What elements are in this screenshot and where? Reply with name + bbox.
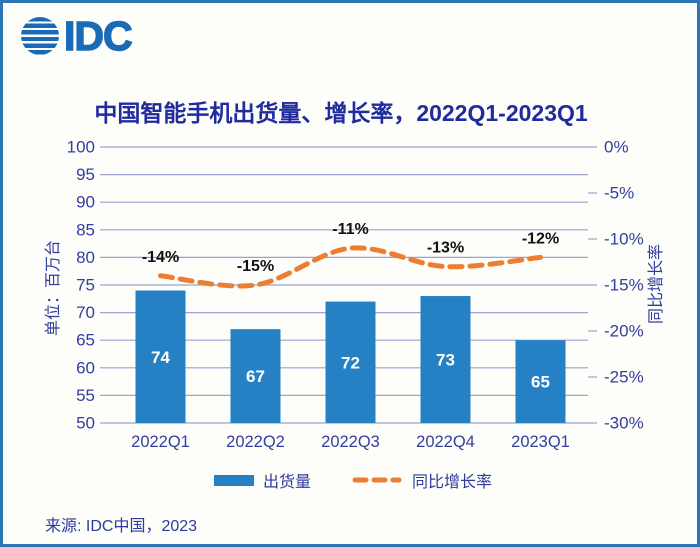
idc-logo: IDC [21,13,133,59]
y-axis-tick-label-right: -20% [604,322,644,341]
legend-bar-label: 出货量 [262,474,311,491]
bar [515,340,566,423]
growth-point-label: -12% [522,230,559,247]
bar-value-label: 67 [246,367,265,386]
y-axis-tick-label-right: -5% [604,184,634,203]
legend: 出货量 同比增长率 [3,469,697,491]
growth-point-label: -15% [237,258,274,275]
y-axis-tick-label-right: -10% [604,230,644,249]
x-axis-label: 2022Q3 [321,433,380,451]
y-axis-tick-label-left: 75 [76,276,95,295]
bar-value-label: 65 [531,373,550,392]
chart-plot-area: 100 95 90 85 80 75 70 65 60 55 50 0% -5% -10% -15% -20%… [67,138,644,452]
chart-title: 中国智能手机出货量、增长率，2022Q1-2023Q1 [94,100,588,126]
striped-globe-icon [21,17,59,55]
y-axis-tick-label-left: 85 [76,220,95,239]
y-axis-tick-label-right: -25% [604,368,644,387]
bar [420,296,471,423]
growth-point-label: -11% [332,221,368,238]
y-axis-tick-label-left: 80 [76,248,95,267]
y-axis-tick-label-right: -30% [604,414,644,433]
y-axis-tick-label-left: 65 [76,331,95,350]
x-axis-label: 2022Q4 [416,433,475,451]
y-axis-tick-label-left: 60 [76,358,95,377]
y-axis-tick-label-left: 50 [76,414,95,433]
y-axis-tick-label-left: 95 [76,165,95,184]
x-axis-label: 2022Q1 [131,433,190,451]
bar [230,329,281,423]
y-axis-tick-label-right: 0% [604,138,629,157]
bar-value-label: 72 [341,353,360,372]
growth-point-label: -13% [427,240,464,257]
growth-line [158,245,543,289]
x-axis-label: 2023Q1 [511,433,570,451]
bar-value-label: 73 [436,351,455,370]
bar [135,290,186,423]
y-axis-tick-label-left: 100 [67,138,95,157]
growth-point-label: -14% [142,249,179,266]
idc-logo-text: IDC [63,13,133,59]
legend-line-label: 同比增长率 [412,474,493,491]
y-axis-tick-label-right: -15% [604,276,644,295]
source-text: 来源: IDC中国，2023 [45,518,198,535]
legend-line-dash [352,477,402,483]
bar-value-label: 74 [151,348,170,367]
bar [325,301,376,423]
x-axis-label: 2022Q2 [226,433,285,451]
y-axis-tick-label-left: 55 [76,386,95,405]
y-axis-tick-label-left: 70 [76,303,95,322]
legend-bar-swatch [213,474,254,486]
y-axis-tick-label-left: 90 [76,193,95,212]
